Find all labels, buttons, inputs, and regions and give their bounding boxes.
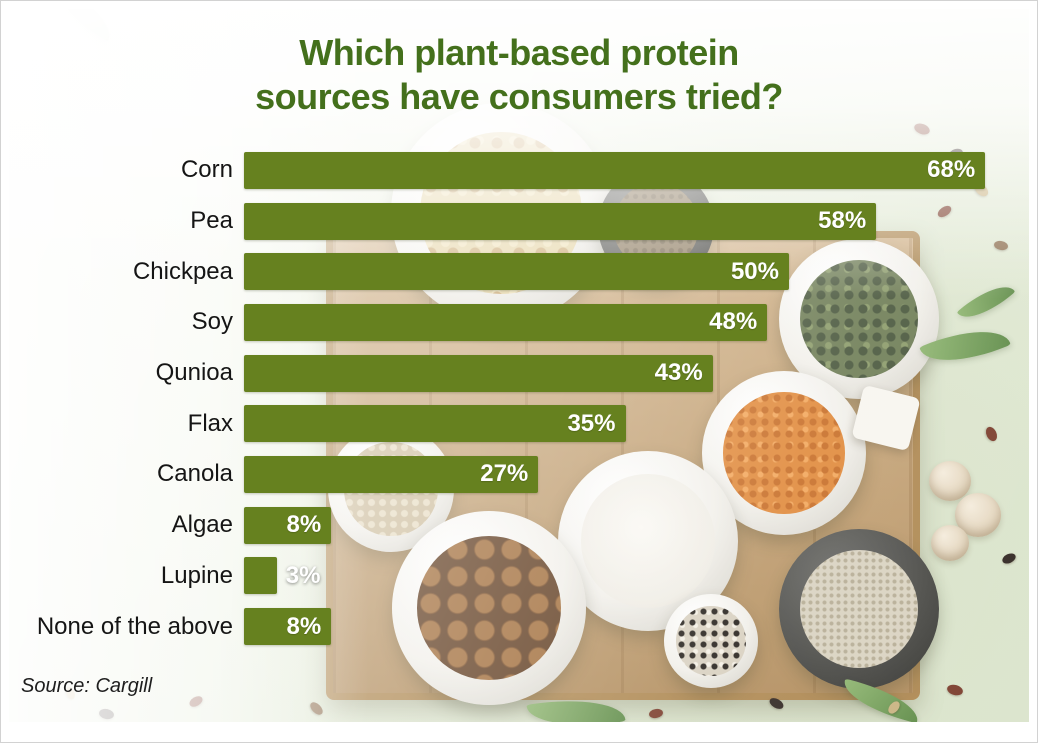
bar: 35% [244, 405, 626, 443]
category-label: None of the above [36, 612, 233, 640]
bar-track: 50% [244, 253, 1007, 291]
category-label: Qunioa [155, 359, 233, 387]
bar-track: 3% [244, 557, 1007, 595]
bar: 58% [244, 202, 877, 240]
bar-track: 35% [244, 405, 1007, 443]
category-label: Lupine [160, 561, 233, 589]
bar: 68% [244, 151, 986, 189]
bar-rows: Corn 68% Pea 58% Chickpea 50% Soy 48% [9, 145, 1007, 652]
bar-track: 48% [244, 303, 1007, 341]
bar-track: 58% [244, 202, 1007, 240]
chart-title: Which plant-based protein sources have c… [9, 9, 1029, 119]
bar-value-label: 43% [654, 359, 703, 387]
category-label: Soy [191, 308, 233, 336]
chart-title-line-2: sources have consumers tried? [255, 75, 783, 117]
category-label: Algae [171, 511, 233, 539]
bar: 43% [244, 354, 713, 392]
bar-row: Chickpea 50% [9, 246, 1007, 297]
category-label: Chickpea [132, 257, 233, 285]
bar-row: Lupine 3% [9, 551, 1007, 602]
bar: 27% [244, 455, 539, 493]
bar-value-label: 35% [567, 409, 616, 437]
bar-row: Algae 8% [9, 500, 1007, 551]
bar-track: 27% [244, 455, 1007, 493]
bar-value-label: 50% [730, 257, 779, 285]
bar-value-label: 48% [709, 308, 758, 336]
bar-value-label: 3% [285, 561, 321, 589]
bar: 8% [244, 608, 332, 646]
category-label: Corn [180, 156, 233, 184]
bar-row: Pea 58% [9, 196, 1007, 247]
food-photo-background: Which plant-based protein sources have c… [9, 9, 1029, 722]
bar-value-label: 8% [286, 612, 322, 640]
bar-track: 43% [244, 354, 1007, 392]
bar: 48% [244, 303, 768, 341]
bar: 3% [244, 557, 320, 595]
bar-row: Canola 27% [9, 449, 1007, 500]
bar-track: 8% [244, 506, 1007, 544]
source-attribution: Source: Cargill [21, 675, 153, 697]
bar: 50% [244, 253, 789, 291]
bar-row: None of the above 8% [9, 601, 1007, 652]
category-label: Canola [156, 460, 233, 488]
bar-chart: Which plant-based protein sources have c… [9, 9, 1029, 722]
bar: 8% [244, 506, 332, 544]
bar-row: Soy 48% [9, 297, 1007, 348]
bar-value-label: 58% [818, 207, 867, 235]
bar-track: 68% [244, 151, 1007, 189]
bar-track: 8% [244, 608, 1007, 646]
bar-row: Flax 35% [9, 398, 1007, 449]
bar-value-label: 8% [286, 511, 322, 539]
category-label: Pea [190, 207, 233, 235]
chart-title-line-1: Which plant-based protein [299, 32, 739, 73]
bar-value-label: 68% [927, 156, 976, 184]
bar-value-label: 27% [480, 460, 529, 488]
category-label: Flax [187, 409, 233, 437]
bar-row: Corn 68% [9, 145, 1007, 196]
bar-row: Qunioa 43% [9, 348, 1007, 399]
